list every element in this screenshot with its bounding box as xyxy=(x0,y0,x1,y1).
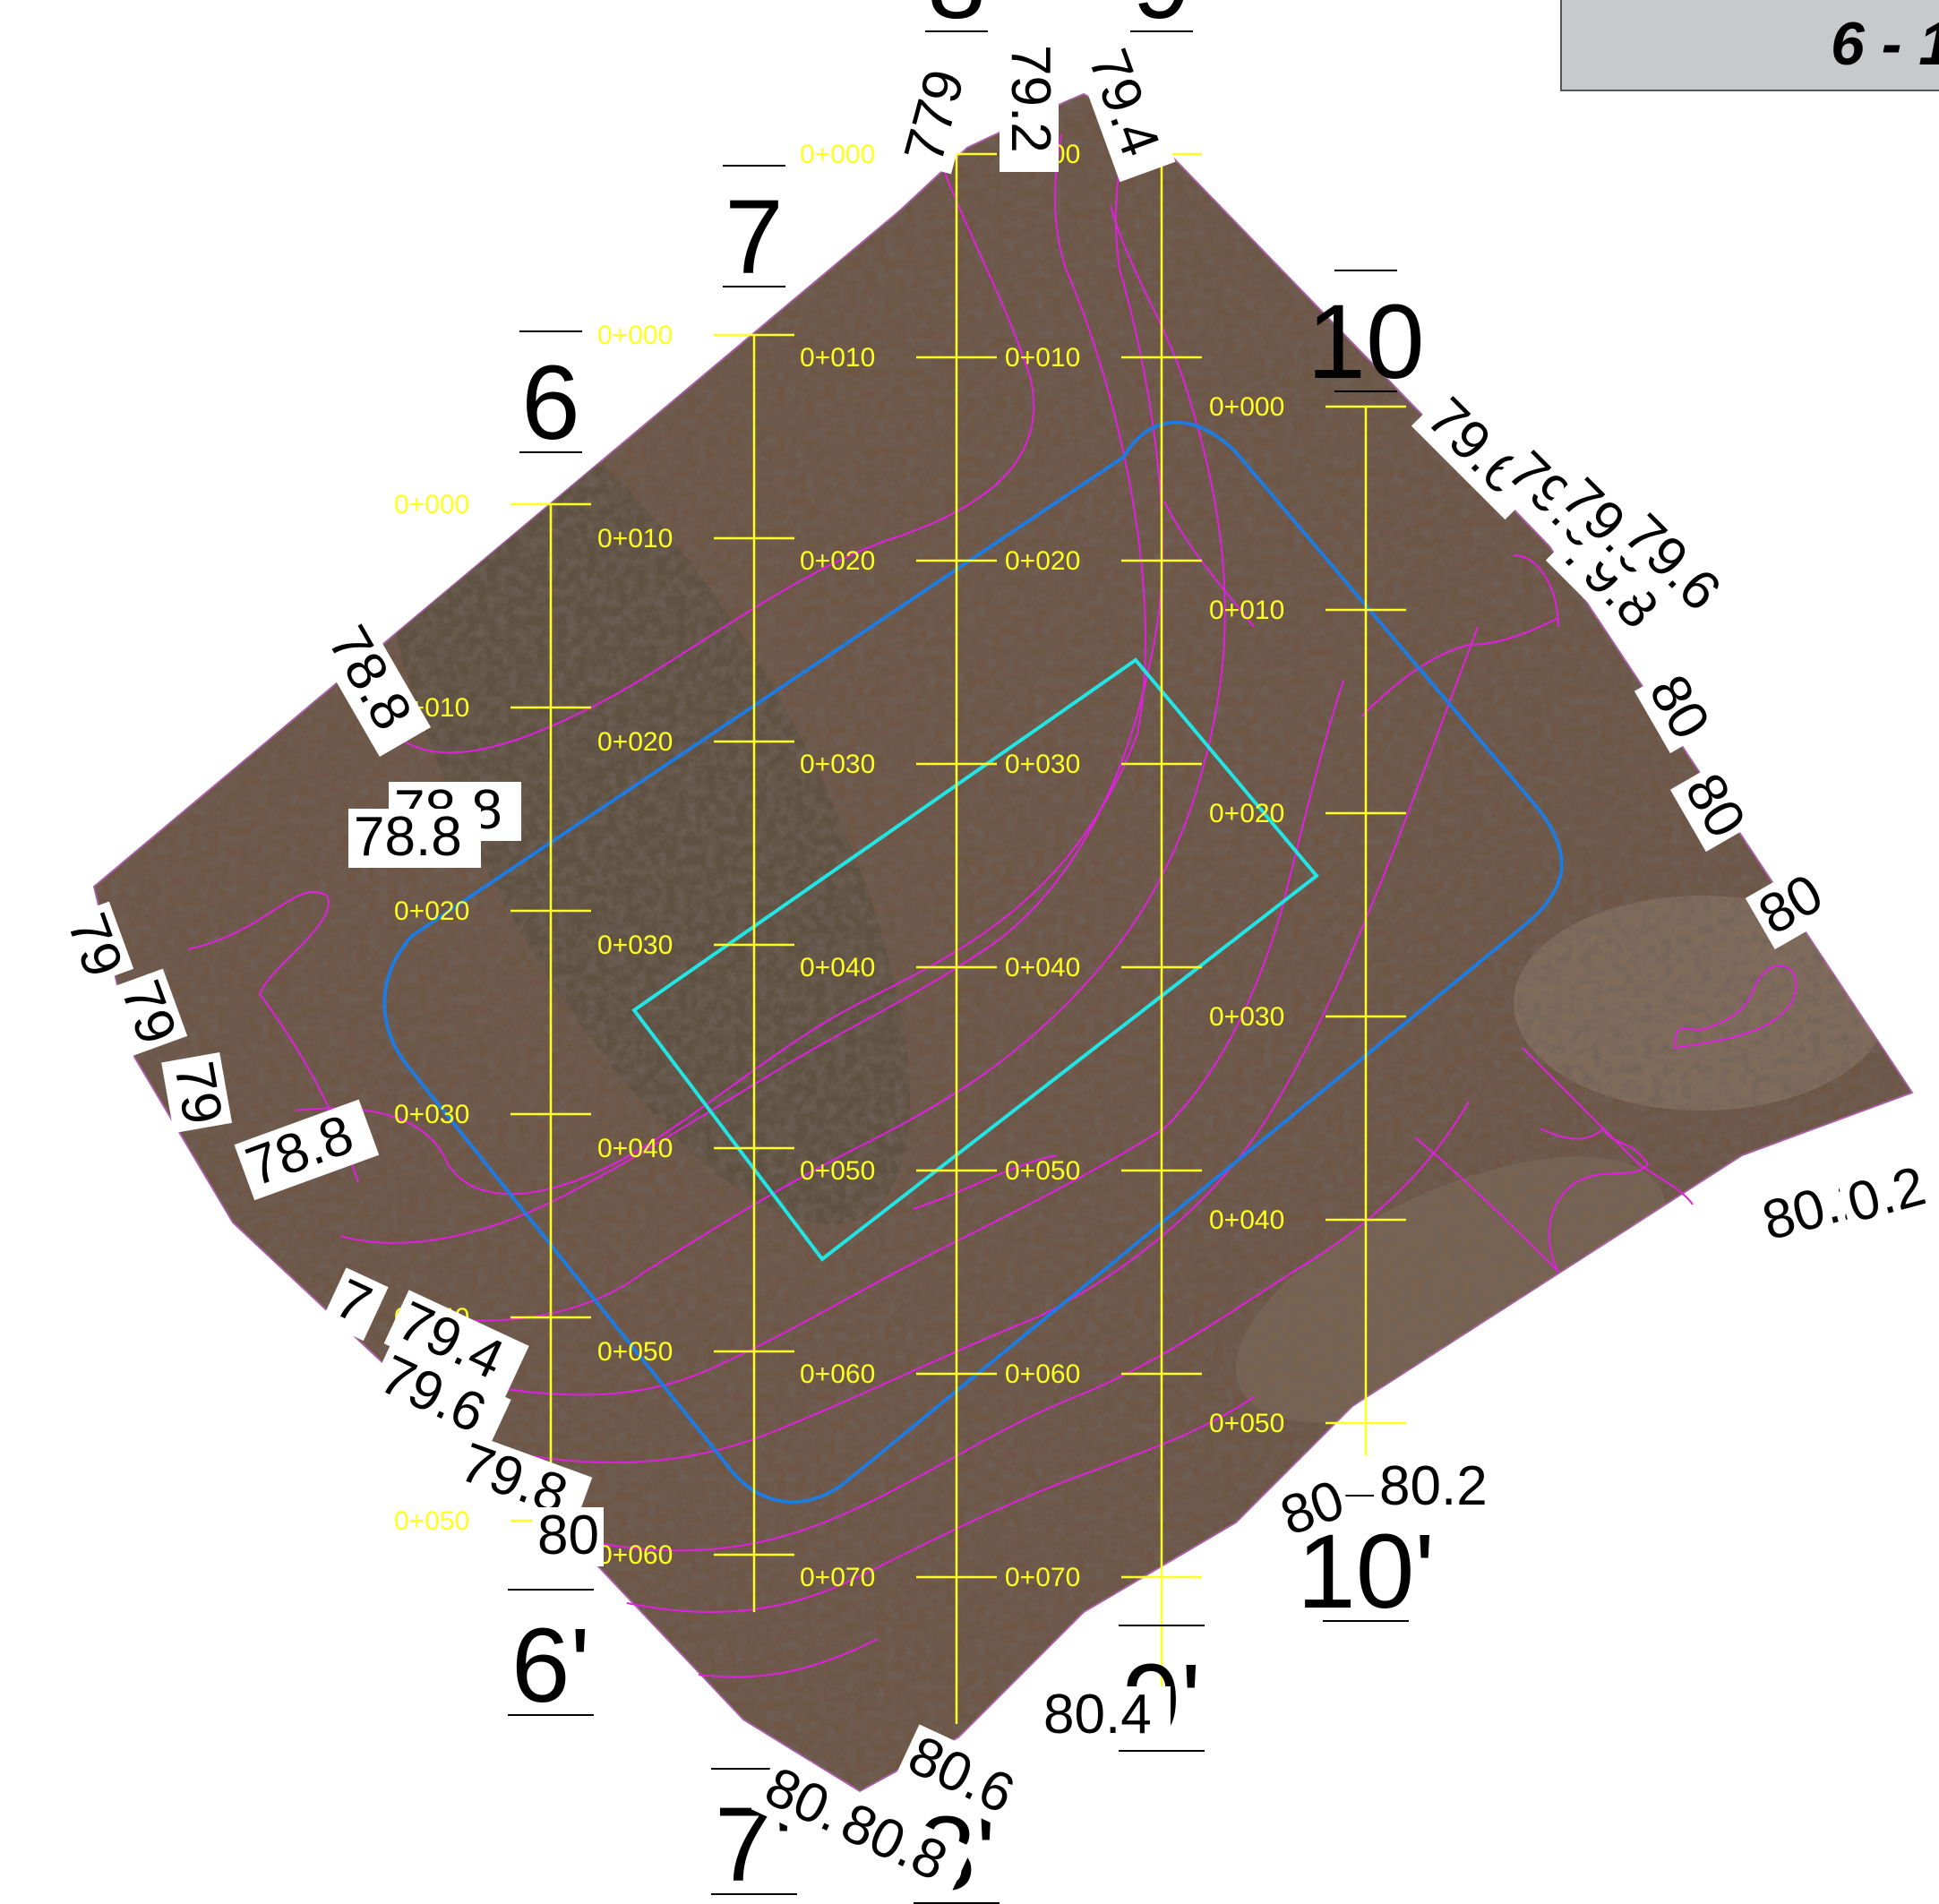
chainage-label: 0+050 xyxy=(597,1337,673,1367)
chainage-label: 0+030 xyxy=(800,750,875,779)
chainage-label: 0+070 xyxy=(1005,1563,1080,1592)
contour-label-background xyxy=(1608,500,1745,637)
contour-label-background xyxy=(894,1724,1040,1834)
chainage-label: 0+030 xyxy=(394,1100,469,1129)
contour-label-background xyxy=(107,968,188,1057)
chainage-label: 0+000 xyxy=(394,490,469,519)
contour-label: 0.2 xyxy=(1836,1152,1939,1237)
contour-label-background xyxy=(1745,862,1838,950)
chainage-label: 0+000 xyxy=(1209,392,1284,422)
chainage-label: 0+060 xyxy=(1005,1359,1080,1389)
contour-label-text: 79 xyxy=(162,1057,234,1128)
section-start-label: 6 xyxy=(521,344,580,462)
chainage-label: 0+010 xyxy=(800,343,875,373)
site-boundary xyxy=(382,420,1564,1505)
contour-label-background xyxy=(1268,1469,1357,1550)
section-end-label: 6' xyxy=(511,1607,590,1725)
contour-label-background xyxy=(532,1507,604,1566)
chainage-label: 0+050 xyxy=(800,1156,875,1186)
contour-label-text: 78.8 xyxy=(354,806,462,868)
contour-label: 80.2 xyxy=(1374,1455,1506,1517)
chainage-label: 0+030 xyxy=(597,931,673,960)
chainage-label: 0+050 xyxy=(394,1506,469,1536)
contour-label: 79.2 xyxy=(1000,39,1061,172)
chainage-label: 0+020 xyxy=(1209,799,1284,828)
chainage-label: 0+000 xyxy=(800,140,875,169)
section-start-label: 10 xyxy=(1307,283,1424,401)
contour-label-text: 79.2 xyxy=(1000,45,1061,153)
chainage-label: 0+040 xyxy=(800,953,875,982)
chainage-label: 0+040 xyxy=(1005,953,1080,982)
chainage-label: 0+030 xyxy=(1005,750,1080,779)
sheet-label: 6 - 1 xyxy=(1831,10,1939,78)
chainage-label: 0+060 xyxy=(597,1540,673,1570)
contour-label-text: 80.4 xyxy=(1043,1684,1152,1745)
chainage-label: 0+010 xyxy=(1209,596,1284,625)
chainage-label: 0+020 xyxy=(1005,546,1080,576)
chainage-label: 0+030 xyxy=(1209,1002,1284,1032)
chainage-label: 0+040 xyxy=(597,1134,673,1163)
chainage-label: 0+040 xyxy=(1209,1205,1284,1235)
contour-label-text: 80 xyxy=(537,1505,599,1566)
contour-label: 79 xyxy=(107,968,188,1057)
contour-label: 79.4 xyxy=(1074,37,1176,183)
contour-label: 80 xyxy=(1268,1469,1357,1550)
contour-label-background xyxy=(1374,1458,1506,1517)
chainage-label: 0+010 xyxy=(597,524,673,553)
contour-label: 80.4 xyxy=(1038,1684,1171,1745)
chainage-label: 0+020 xyxy=(597,727,673,757)
contour-label-background xyxy=(1669,759,1758,853)
contour-label: 78.8 xyxy=(348,806,481,868)
contour-label-background xyxy=(1634,661,1722,754)
contour-label-background xyxy=(53,901,134,990)
contour-label-background xyxy=(1074,37,1176,183)
chainage-label: 0+020 xyxy=(394,896,469,926)
contour-label-background xyxy=(1038,1686,1171,1745)
contour-label-background xyxy=(348,809,481,868)
contour-label-background xyxy=(161,1052,233,1134)
chainage-label: 0+050 xyxy=(1209,1409,1284,1438)
sheet-title-box: 6 - 1 xyxy=(1560,0,1939,91)
contour-label: 79.6 xyxy=(1608,500,1745,637)
section-start-label: 7 xyxy=(725,178,784,296)
chainage-label: 0+060 xyxy=(800,1359,875,1389)
contour-label-background xyxy=(321,1267,389,1342)
chainage-label: 0+010 xyxy=(1005,343,1080,373)
chainage-label: 0+020 xyxy=(800,546,875,576)
contour-label-background xyxy=(1836,1152,1939,1237)
contour-label-background xyxy=(827,1791,973,1901)
contour-label-background xyxy=(234,1099,380,1201)
contour-label-background xyxy=(313,612,432,757)
building-footprint xyxy=(631,657,1319,1262)
section-start-label: 8 xyxy=(927,0,986,41)
section-start-label: 9 xyxy=(1132,0,1191,41)
chainage-label: 0+050 xyxy=(1005,1156,1080,1186)
contour-label-background xyxy=(365,1343,511,1454)
contour-label-background xyxy=(894,60,978,175)
contour-label-background xyxy=(383,1290,529,1400)
contour-label-background xyxy=(1000,39,1059,172)
chainage-label: 0+000 xyxy=(597,321,673,350)
chainage-label: 0+070 xyxy=(800,1563,875,1592)
contour-label: 79 xyxy=(161,1052,234,1134)
contour-label: 80 xyxy=(532,1505,604,1566)
contour-label-text: 80.2 xyxy=(1379,1455,1488,1517)
contour-elevation-labels: 78.878.878.879797978.8779.479.679.88080.… xyxy=(53,37,1939,1901)
